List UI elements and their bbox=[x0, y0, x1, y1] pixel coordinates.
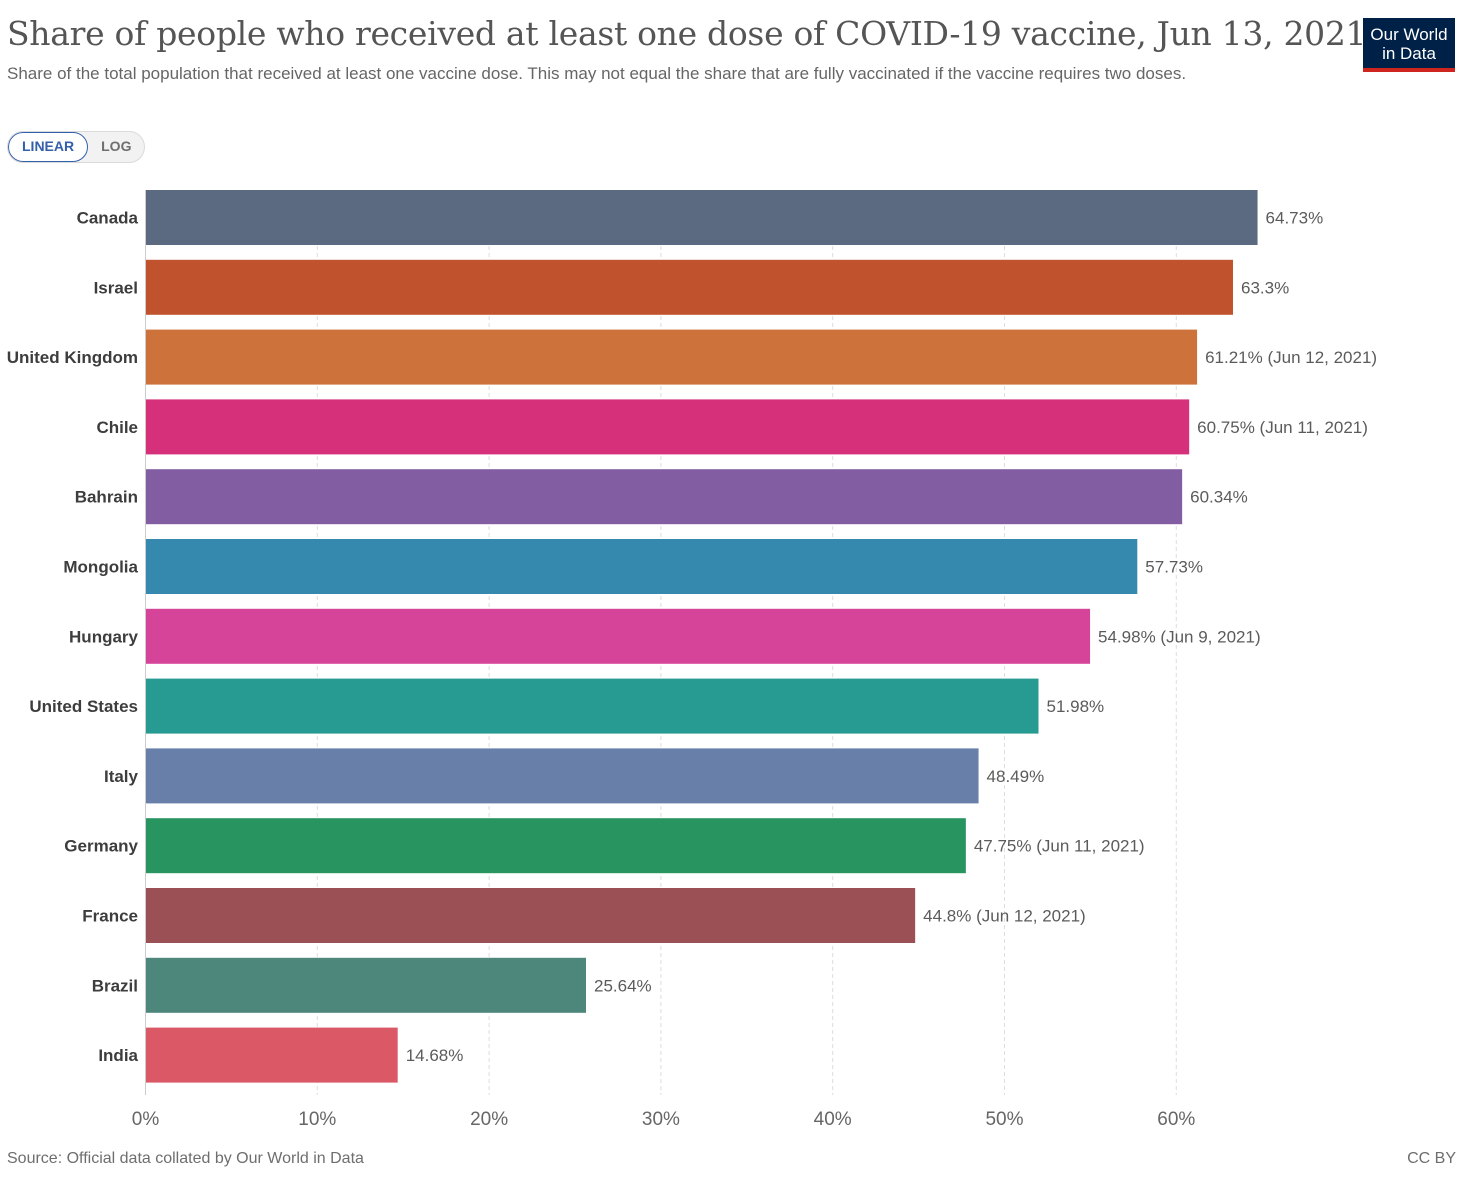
bar-row[interactable]: Canada 64.73% bbox=[77, 190, 1324, 245]
value-label: 44.8% (Jun 12, 2021) bbox=[923, 907, 1086, 926]
category-label: Hungary bbox=[69, 627, 139, 646]
bar-row[interactable]: Brazil 25.64% bbox=[92, 957, 652, 1013]
value-label: 63.3% bbox=[1241, 278, 1289, 297]
category-label: Canada bbox=[77, 209, 139, 228]
bar[interactable] bbox=[145, 818, 966, 874]
bar[interactable] bbox=[145, 399, 1190, 455]
bar-row[interactable]: United States 51.98% bbox=[29, 678, 1105, 734]
bar[interactable] bbox=[145, 329, 1198, 385]
value-label: 57.73% bbox=[1145, 558, 1203, 577]
value-label: 60.75% (Jun 11, 2021) bbox=[1197, 418, 1368, 437]
bars: Canada 64.73% Israel 63.3% United Kingdom 61.… bbox=[7, 190, 1377, 1083]
bar-row[interactable]: Chile 60.75% (Jun 11, 2021) bbox=[96, 399, 1368, 455]
logo-line-1: Our World bbox=[1370, 25, 1448, 44]
logo-line-2: in Data bbox=[1382, 44, 1436, 63]
bar[interactable] bbox=[145, 678, 1039, 734]
bar-row[interactable]: Germany 47.75% (Jun 11, 2021) bbox=[64, 818, 1145, 874]
category-label: Mongolia bbox=[63, 558, 138, 577]
bar[interactable] bbox=[145, 748, 979, 804]
chart-title: Share of people who received at least on… bbox=[7, 14, 1367, 53]
bar[interactable] bbox=[145, 608, 1091, 664]
x-tick-label: 60% bbox=[1157, 1109, 1195, 1130]
bar-row[interactable]: Bahrain 60.34% bbox=[75, 469, 1248, 525]
bar-row[interactable]: Israel 63.3% bbox=[94, 259, 1290, 315]
x-tick-label: 10% bbox=[298, 1109, 336, 1130]
bar[interactable] bbox=[145, 888, 916, 943]
log-scale-button[interactable]: LOG bbox=[101, 138, 132, 154]
category-label: Bahrain bbox=[75, 488, 138, 507]
category-label: United Kingdom bbox=[7, 348, 138, 367]
chart-subtitle: Share of the total population that recei… bbox=[7, 64, 1187, 83]
value-label: 61.21% (Jun 12, 2021) bbox=[1205, 348, 1377, 367]
category-label: Germany bbox=[64, 837, 138, 856]
x-tick-label: 50% bbox=[985, 1109, 1023, 1130]
bar[interactable] bbox=[145, 539, 1138, 594]
value-label: 64.73% bbox=[1266, 209, 1324, 228]
x-tick-label: 30% bbox=[642, 1109, 680, 1130]
x-axis: 0% 10% 20% 30% 40% 50% 60% bbox=[132, 190, 1195, 1130]
bar-row[interactable]: Mongolia 57.73% bbox=[63, 539, 1203, 594]
value-label: 25.64% bbox=[594, 976, 652, 995]
logo-accent-bar bbox=[1363, 68, 1455, 72]
value-label: 14.68% bbox=[406, 1046, 464, 1065]
category-label: United States bbox=[29, 697, 138, 716]
bar[interactable] bbox=[145, 1027, 398, 1083]
category-label: Brazil bbox=[92, 976, 138, 995]
category-label: Italy bbox=[104, 767, 139, 786]
license-note[interactable]: CC BY bbox=[1407, 1150, 1456, 1167]
bar[interactable] bbox=[145, 259, 1233, 315]
bar[interactable] bbox=[145, 469, 1183, 525]
bar-row[interactable]: Italy 48.49% bbox=[104, 748, 1045, 804]
scale-toggle: LINEAR LOG bbox=[7, 131, 146, 163]
bar-row[interactable]: Hungary 54.98% (Jun 9, 2021) bbox=[69, 608, 1261, 664]
bar-row[interactable]: France 44.8% (Jun 12, 2021) bbox=[82, 888, 1086, 943]
value-label: 54.98% (Jun 9, 2021) bbox=[1098, 627, 1261, 646]
category-label: Chile bbox=[96, 418, 138, 437]
value-label: 60.34% bbox=[1190, 488, 1248, 507]
owid-logo[interactable]: Our World in Data bbox=[1363, 18, 1455, 72]
bar[interactable] bbox=[145, 957, 586, 1013]
category-label: Israel bbox=[94, 278, 138, 297]
category-label: India bbox=[98, 1046, 138, 1065]
bar-row[interactable]: India 14.68% bbox=[98, 1027, 464, 1083]
value-label: 51.98% bbox=[1047, 697, 1105, 716]
x-tick-label: 40% bbox=[814, 1109, 852, 1130]
bar[interactable] bbox=[145, 190, 1258, 245]
value-label: 48.49% bbox=[987, 767, 1045, 786]
x-tick-label: 20% bbox=[470, 1109, 508, 1130]
bar-row[interactable]: United Kingdom 61.21% (Jun 12, 2021) bbox=[7, 329, 1377, 385]
linear-scale-button[interactable]: LINEAR bbox=[8, 132, 89, 162]
source-note[interactable]: Source: Official data collated by Our Wo… bbox=[7, 1150, 364, 1167]
category-label: France bbox=[82, 907, 138, 926]
value-label: 47.75% (Jun 11, 2021) bbox=[974, 837, 1145, 856]
x-tick-label: 0% bbox=[132, 1109, 160, 1130]
